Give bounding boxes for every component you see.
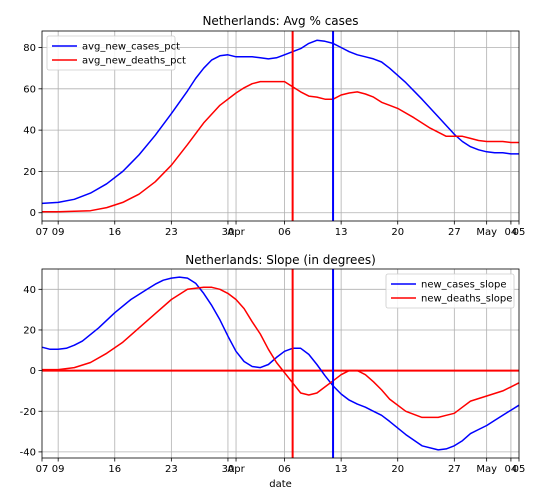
top-x-tick-label: 05 <box>513 227 526 238</box>
bottom-y-tick-label: -20 <box>20 407 36 418</box>
top-x-tick-label: 04 <box>505 227 518 238</box>
bottom-legend <box>385 273 515 309</box>
bottom-x-tick-label: 13 <box>335 464 348 475</box>
bottom-axes-frame <box>41 268 520 459</box>
bottom-chart-title: Netherlands: Slope (in degrees) <box>185 253 376 267</box>
bottom-x-tick-label: 06 <box>278 464 291 475</box>
top-chart: Netherlands: Avg % cases 0 20 40 60 80 07 09 16… <box>23 14 525 238</box>
bottom-y-tick-label: 0 <box>30 366 36 377</box>
bottom-chart: Netherlands: Slope (in degrees) date -40… <box>20 253 526 490</box>
top-y-tick-label: 0 <box>30 208 36 219</box>
top-x-tick-label: Apr <box>227 227 245 238</box>
bottom-x-tick-label: Apr <box>227 464 245 475</box>
top-x-tick-label: 30 <box>222 227 235 238</box>
top-y-tick-label: 20 <box>23 167 36 178</box>
bottom-y-tick-label: -40 <box>20 447 36 458</box>
top-chart-title: Netherlands: Avg % cases <box>202 14 358 28</box>
top-x-tick-label: 27 <box>448 227 461 238</box>
bottom-legend-label-new_deaths_slope: new_deaths_slope <box>421 294 512 305</box>
top-x-tick-label: 20 <box>391 227 404 238</box>
bottom-series-new_deaths_slope <box>42 286 520 419</box>
top-y-tick-label: 80 <box>23 43 36 54</box>
bottom-x-tick-label: 20 <box>391 464 404 475</box>
bottom-chart-x-axis-label: date <box>269 479 292 490</box>
top-x-tick-label: 23 <box>165 227 178 238</box>
bottom-x-tick-label: 07 <box>36 464 49 475</box>
bottom-x-tick-label: 05 <box>513 464 526 475</box>
top-x-tick-label: 13 <box>335 227 348 238</box>
bottom-x-tick-label: 04 <box>505 464 518 475</box>
bottom-series-new_cases_slope <box>41 276 520 451</box>
top-x-tick-label: 09 <box>52 227 65 238</box>
top-x-tick-label: May <box>476 227 497 238</box>
bottom-x-tick-label: 30 <box>222 464 235 475</box>
bottom-x-tick-label: 27 <box>448 464 461 475</box>
top-legend <box>46 35 176 71</box>
top-x-tick-label: 06 <box>278 227 291 238</box>
top-x-tick-label: 07 <box>36 227 49 238</box>
bottom-x-tick-label: 23 <box>165 464 178 475</box>
bottom-x-tick-label: 16 <box>108 464 121 475</box>
top-axes-frame <box>41 30 520 222</box>
top-legend-label-avg_new_cases_pct: avg_new_cases_pct <box>82 42 180 53</box>
bottom-y-tick-label: 40 <box>23 285 36 296</box>
bottom-x-tick-label: May <box>476 464 497 475</box>
bottom-y-tick-label: 20 <box>23 325 36 336</box>
top-series-avg_new_deaths_pct <box>42 80 519 213</box>
top-y-tick-label: 60 <box>23 84 36 95</box>
top-legend-label-avg_new_deaths_pct: avg_new_deaths_pct <box>82 56 186 67</box>
bottom-legend-label-new_cases_slope: new_cases_slope <box>421 280 506 291</box>
top-x-tick-label: 16 <box>108 227 121 238</box>
bottom-x-tick-label: 09 <box>52 464 65 475</box>
top-y-tick-label: 40 <box>23 126 36 137</box>
